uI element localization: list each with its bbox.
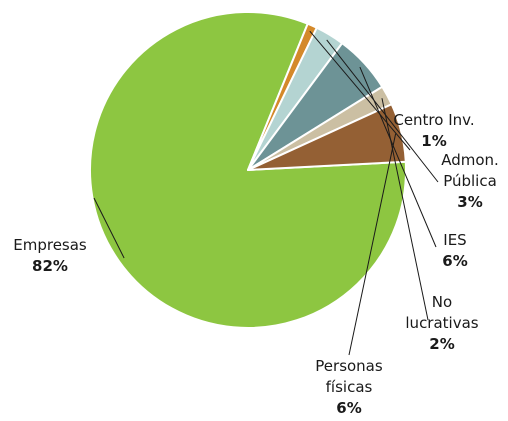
pie-slices (89, 11, 407, 329)
slice-value-label: 3% (457, 193, 482, 211)
slice-value-label: 1% (421, 132, 446, 150)
slice-value-label: 82% (32, 257, 68, 275)
slice-label: Personas (315, 357, 383, 375)
leader-line (309, 30, 411, 151)
slice-label: No (432, 293, 452, 311)
leader-line (359, 66, 437, 248)
slice-label: Empresas (13, 236, 87, 254)
slice-label: Pública (443, 172, 497, 190)
slice-label: lucrativas (405, 314, 478, 332)
pie-slice-personas-f-sicas (247, 103, 407, 171)
leader-line (381, 98, 429, 321)
slice-label: Admon. (441, 151, 499, 169)
slice-value-label: 6% (442, 252, 467, 270)
slice-value-label: 2% (429, 335, 454, 353)
slice-label: IES (443, 231, 466, 249)
slice-value-label: 6% (336, 399, 361, 417)
slice-labels: Empresas 82% Centro Inv. 1%Admon. Pública 3% I… (13, 30, 499, 417)
slice-label: físicas (326, 378, 373, 396)
leader-line (348, 133, 397, 356)
leader-line (93, 197, 125, 259)
leader-line (326, 39, 439, 183)
slice-label: Centro Inv. (393, 111, 474, 129)
